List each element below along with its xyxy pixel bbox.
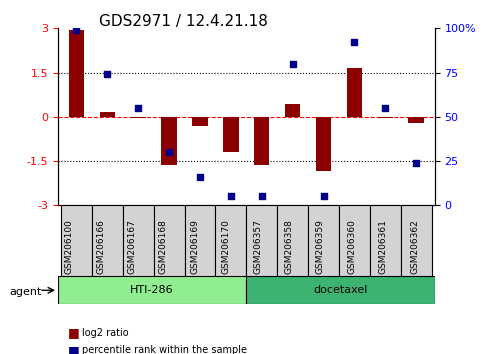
FancyBboxPatch shape [339,205,370,276]
Text: GSM206357: GSM206357 [253,219,262,274]
Bar [378,117,393,118]
FancyBboxPatch shape [123,205,154,276]
Text: docetaxel: docetaxel [313,285,368,295]
Point [320,194,327,199]
Point [382,105,389,111]
Bar [69,30,84,117]
Point [165,149,173,155]
FancyBboxPatch shape [246,205,277,276]
Text: GSM206100: GSM206100 [65,219,73,274]
Text: agent: agent [10,287,42,297]
Text: GSM206168: GSM206168 [159,219,168,274]
Text: ■: ■ [68,344,79,354]
Text: GSM206169: GSM206169 [190,219,199,274]
Text: GSM206362: GSM206362 [410,219,419,274]
Text: percentile rank within the sample: percentile rank within the sample [82,346,247,354]
FancyBboxPatch shape [92,205,123,276]
Bar [161,117,177,166]
FancyBboxPatch shape [246,276,435,304]
Point [351,40,358,45]
Text: GDS2971 / 12.4.21.18: GDS2971 / 12.4.21.18 [99,14,268,29]
Text: GSM206358: GSM206358 [284,219,294,274]
FancyBboxPatch shape [154,205,185,276]
Point [103,72,111,77]
Text: ■: ■ [68,326,79,339]
FancyBboxPatch shape [401,205,432,276]
Bar [316,117,331,171]
FancyBboxPatch shape [370,205,401,276]
Text: GSM206170: GSM206170 [222,219,231,274]
Text: GSM206360: GSM206360 [347,219,356,274]
FancyBboxPatch shape [277,205,308,276]
Bar [130,117,146,118]
Point [72,27,80,33]
Bar [223,117,239,152]
Point [196,174,204,180]
Bar [285,104,300,117]
Point [258,194,266,199]
Text: GSM206361: GSM206361 [379,219,388,274]
FancyBboxPatch shape [308,205,339,276]
Bar [347,68,362,117]
Bar [254,117,270,166]
Text: GSM206167: GSM206167 [128,219,137,274]
Point [412,160,420,166]
Text: log2 ratio: log2 ratio [82,328,129,338]
Point [134,105,142,111]
Text: HTI-286: HTI-286 [130,285,174,295]
FancyBboxPatch shape [185,205,215,276]
FancyBboxPatch shape [58,276,246,304]
Text: GSM206359: GSM206359 [316,219,325,274]
Bar [409,117,424,123]
Bar [192,117,208,126]
Point [227,194,235,199]
Point [289,61,297,67]
FancyBboxPatch shape [61,205,92,276]
FancyBboxPatch shape [215,205,246,276]
Text: GSM206166: GSM206166 [96,219,105,274]
Bar [99,113,115,117]
